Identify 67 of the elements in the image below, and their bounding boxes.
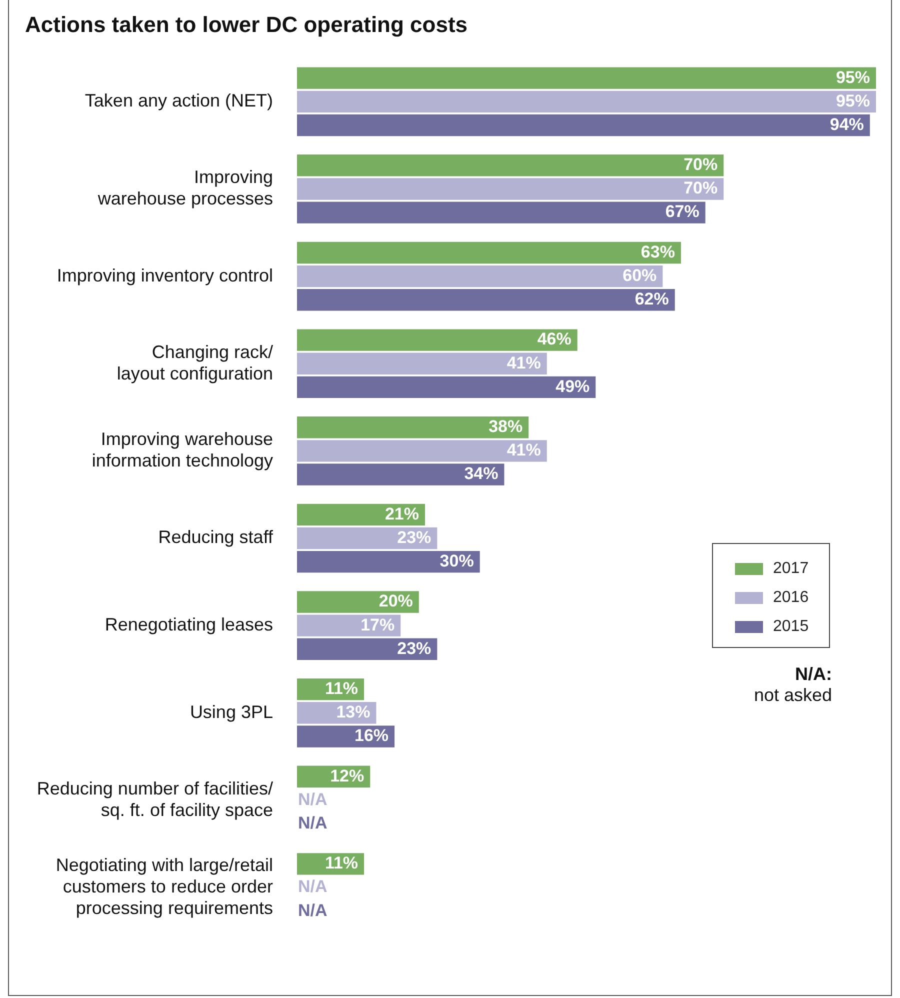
text: N/A xyxy=(298,790,328,809)
y-tick-label: Renegotiating leases xyxy=(104,614,273,635)
data-label: 30% xyxy=(440,552,474,571)
bar xyxy=(297,440,547,462)
bar xyxy=(297,614,401,636)
data-label: 94% xyxy=(830,114,864,134)
y-tick-label: Taken any action (NET) xyxy=(84,90,273,111)
text: N/A xyxy=(298,813,328,832)
bar xyxy=(297,376,596,398)
bar xyxy=(297,289,675,311)
bar xyxy=(297,352,547,374)
data-label: 49% xyxy=(556,376,590,396)
data-label: 21% xyxy=(384,504,419,524)
data-label: 41% xyxy=(506,440,541,460)
bar xyxy=(297,726,395,748)
data-label: 62% xyxy=(634,290,669,309)
bar xyxy=(297,591,419,613)
data-label: 60% xyxy=(622,266,657,285)
bar xyxy=(297,90,876,113)
data-label: 13% xyxy=(336,702,370,722)
text: N/A xyxy=(298,900,328,920)
bar xyxy=(297,527,438,550)
y-tick-label: Using 3PL xyxy=(190,702,273,722)
y-tick-label: Changing rack/ layout configuration xyxy=(116,342,273,384)
data-label: 11% xyxy=(324,854,358,873)
y-tick-label: Reducing staff xyxy=(158,527,274,548)
legend-label: 2016 xyxy=(773,588,809,606)
data-label: 17% xyxy=(360,615,395,634)
data-label: 11% xyxy=(324,679,358,698)
data-label: 23% xyxy=(397,638,432,658)
y-tick-label: Negotiating with large/retail customers to reduce order processing requirements xyxy=(56,854,274,918)
y-tick-label: Improving inventory control xyxy=(56,265,273,286)
data-label: 67% xyxy=(665,202,700,222)
chart-title: Actions taken to lower DC operating costs xyxy=(25,12,468,38)
data-label: 70% xyxy=(684,178,718,198)
bar xyxy=(297,638,438,660)
text: N/A xyxy=(298,877,328,896)
bar xyxy=(297,416,529,438)
bar xyxy=(297,329,578,351)
bar xyxy=(297,114,870,136)
bar xyxy=(297,242,681,264)
bar xyxy=(297,202,706,224)
data-label: 63% xyxy=(640,242,675,262)
data-label: 12% xyxy=(330,766,364,786)
bar xyxy=(297,504,425,526)
data-label: 46% xyxy=(537,330,572,349)
y-tick-label: Reducing number of facilities/ sq. ft. of facility space xyxy=(36,778,273,820)
bar xyxy=(297,464,504,486)
legend-label: 2017 xyxy=(773,560,809,578)
data-label: 70% xyxy=(684,155,718,174)
bar xyxy=(297,67,876,89)
data-label: 41% xyxy=(506,353,541,372)
legend-label: 2015 xyxy=(773,618,809,636)
data-label: 95% xyxy=(836,68,870,87)
data-label: 38% xyxy=(488,417,523,436)
data-label: 23% xyxy=(397,528,432,547)
bar xyxy=(297,178,724,200)
bar xyxy=(297,154,724,176)
data-label: 95% xyxy=(836,91,870,110)
bar xyxy=(297,265,663,288)
data-label: 34% xyxy=(464,464,498,484)
annotation: N/A: not asked xyxy=(754,664,832,706)
y-tick-label: Improving warehouse information technology xyxy=(92,429,273,471)
bar xyxy=(297,550,480,573)
data-label: 20% xyxy=(378,592,413,611)
y-tick-label: Improving warehouse processes xyxy=(96,167,273,209)
data-label: 16% xyxy=(354,726,389,746)
